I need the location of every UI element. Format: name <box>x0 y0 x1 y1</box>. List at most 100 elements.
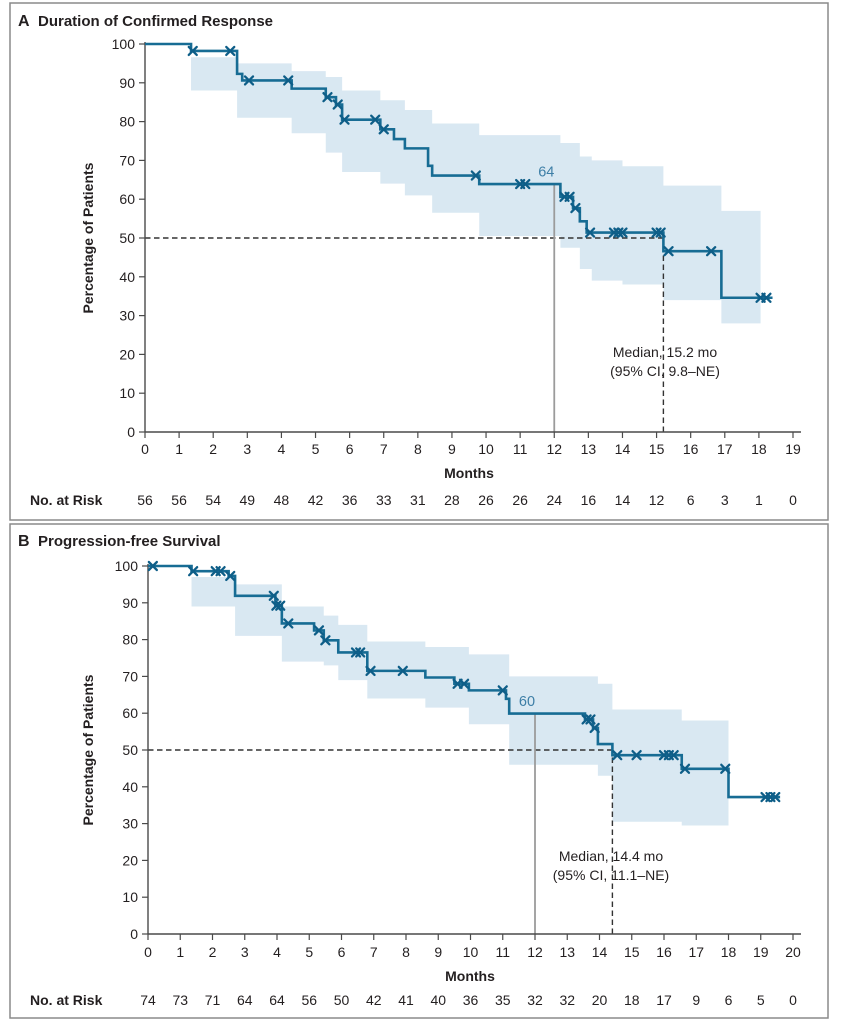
panel-a-censor-mark <box>655 227 666 238</box>
panel-b-y-tick-label: 30 <box>122 816 138 832</box>
panel-a-risk-label: No. at Risk <box>30 492 103 508</box>
panel-b-x-tick-label: 0 <box>144 944 152 960</box>
panel-b-x-tick-label: 11 <box>495 944 510 960</box>
panel-a-risk-value: 56 <box>171 492 187 508</box>
panel-a-x-tick-label: 11 <box>513 441 528 457</box>
panel-a-risk-value: 12 <box>648 492 665 508</box>
panel-b-y-tick-label: 60 <box>122 705 138 721</box>
panel-a-x-tick-label: 4 <box>278 441 286 457</box>
panel-a-letter: A <box>18 13 30 30</box>
panel-a-x-tick-label: 2 <box>209 441 217 457</box>
panel-a-x-tick-label: 0 <box>141 441 149 457</box>
panel-a-ci-band <box>191 57 761 324</box>
panel-a-censor-mark <box>283 75 294 86</box>
panel-b-ci-band <box>191 577 729 826</box>
panel-a-risk-value: 6 <box>686 492 695 508</box>
panel-a-censor-mark <box>332 99 343 110</box>
panel-b-12month-value-label: 60 <box>519 694 535 710</box>
panel-a-x-tick-label: 19 <box>785 441 801 457</box>
panel-a-risk-value: 0 <box>789 492 797 508</box>
panel-a-risk-value: 36 <box>341 492 358 508</box>
panel-b-censor-mark <box>225 570 236 582</box>
panel-a-y-tick-label: 10 <box>119 385 135 401</box>
panel-a-risk-value: 24 <box>546 492 563 508</box>
panel-a-risk-value: 16 <box>580 492 597 508</box>
panel-b-censor-mark <box>283 618 294 629</box>
panel-a-censor-mark <box>378 124 389 135</box>
panel-b-risk-value: 64 <box>236 992 253 1008</box>
panel-b-x-tick-label: 18 <box>721 944 737 960</box>
panel-b-censor-mark <box>313 625 325 636</box>
panel-b-x-tick-label: 5 <box>305 944 313 960</box>
panel-a-y-tick-label: 0 <box>127 424 135 440</box>
panel-b-title: B Progression-free Survival <box>18 533 221 551</box>
panel-a-y-tick-label: 70 <box>119 152 135 168</box>
panel-b-risk-value: 36 <box>462 992 479 1008</box>
panel-b-censor-mark <box>320 635 331 646</box>
panel-b-km-curve <box>148 564 781 799</box>
panel-b-risk-value: 9 <box>692 992 701 1008</box>
panel-a-censor-mark <box>187 45 198 57</box>
panel-b-censor-mark <box>268 590 279 601</box>
panel-b-x-tick-label: 7 <box>370 944 378 960</box>
panel-b-x-tick-label: 8 <box>402 944 410 960</box>
panel-b-risk-value: 56 <box>301 992 318 1008</box>
panel-b-median-annotation: Median, 14.4 mo (95% CI, 11.1–NE) <box>553 847 669 885</box>
panel-b-x-tick-label: 4 <box>273 944 281 960</box>
panel-b-censor-mark <box>631 750 642 761</box>
panel-b-risk-value: 35 <box>494 992 511 1008</box>
panel-b-risk-value: 40 <box>430 992 447 1008</box>
panel-b-y-tick-label: 50 <box>122 742 138 758</box>
panel-a-x-tick-label: 8 <box>414 441 422 457</box>
panel-a-censor-mark <box>761 292 772 303</box>
panel-a-median-annotation: Median, 15.2 mo (95% CI, 9.8–NE) <box>610 343 720 381</box>
panel-a-censor-mark <box>470 170 481 181</box>
panel-b-risk-value: 20 <box>591 992 608 1008</box>
panel-a-censor-mark <box>225 45 236 57</box>
panel-b-censor-mark <box>275 600 286 611</box>
panel-a-x-tick-label: 6 <box>346 441 354 457</box>
panel-b-x-tick-label: 3 <box>241 944 249 960</box>
panel-b-median-line2: (95% CI, 11.1–NE) <box>552 867 670 883</box>
panel-a-censor-mark <box>322 92 333 103</box>
panel-b-risk-value: 18 <box>623 992 640 1008</box>
panel-a-12month-value-label: 64 <box>538 165 554 181</box>
panel-a-censor-mark <box>520 178 531 190</box>
panel-a-risk-value: 48 <box>273 492 290 508</box>
panel-b-censor-mark <box>589 722 600 734</box>
panel-a-censor-mark <box>584 227 596 238</box>
panel-b-risk-label: No. at Risk <box>30 992 103 1008</box>
panel-b-x-tick-label: 9 <box>434 944 442 960</box>
panel-b-y-tick-label: 40 <box>122 779 138 795</box>
panel-b-censor-mark <box>397 665 408 677</box>
panel-a-km-curve <box>145 42 773 300</box>
panel-b-censor-mark <box>585 714 596 725</box>
panel-b-censor-mark <box>770 791 781 803</box>
panel-b-risk-value: 74 <box>140 992 156 1008</box>
panel-a-y-tick-label: 20 <box>119 346 135 362</box>
panel-a-x-tick-label: 1 <box>175 441 183 457</box>
panel-a-x-tick-label: 12 <box>546 441 562 457</box>
panel-a-risk-value: 54 <box>205 492 221 508</box>
panel-b-x-tick-label: 1 <box>176 944 184 960</box>
panel-b-x-tick-label: 2 <box>209 944 217 960</box>
panel-a-y-tick-label: 30 <box>119 308 135 324</box>
panel-b-risk-value: 17 <box>656 992 672 1008</box>
panel-b-x-axis-label: Months <box>445 968 495 984</box>
panel-b-y-tick-label: 10 <box>122 889 138 905</box>
panel-a-y-tick-label: 90 <box>119 75 135 91</box>
panel-b-x-tick-label: 17 <box>688 944 704 960</box>
panel-a-risk-value: 42 <box>307 492 324 508</box>
panel-a-x-tick-label: 15 <box>649 441 665 457</box>
panel-a-censor-mark <box>370 114 381 125</box>
panel-b-risk-value: 71 <box>204 992 221 1008</box>
panel-a-censor-mark <box>663 246 674 257</box>
panel-a-median-line1: Median, 15.2 mo <box>612 344 718 360</box>
panel-a-x-axis-label: Months <box>444 465 494 481</box>
panel-b-censor-mark <box>497 685 508 696</box>
panel-a-y-tick-label: 50 <box>119 230 135 246</box>
panel-b-x-tick-label: 13 <box>559 944 575 960</box>
panel-a-y-tick-label: 80 <box>119 114 135 130</box>
panel-b-x-tick-label: 19 <box>753 944 769 960</box>
